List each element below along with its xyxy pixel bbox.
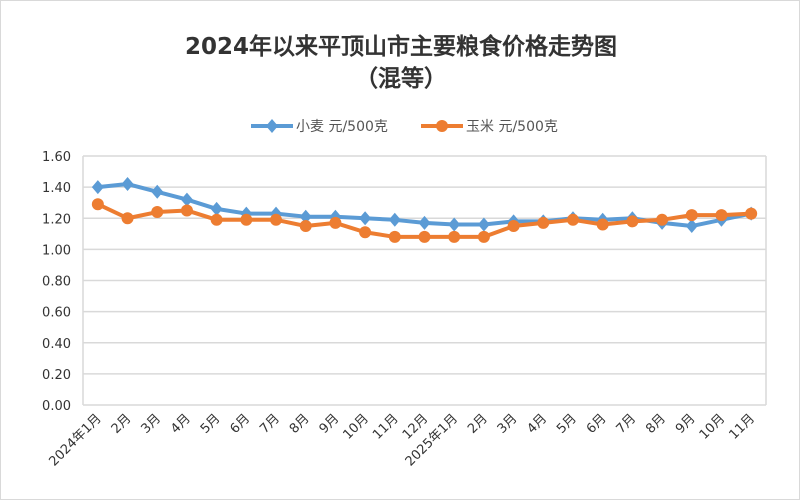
data-point [715, 209, 728, 222]
y-tick-label: 0.80 [42, 275, 71, 290]
x-tick-label: 6月 [584, 411, 610, 437]
x-tick-label: 8月 [287, 411, 313, 437]
y-tick-label: 0.20 [42, 368, 71, 383]
data-point [151, 206, 164, 219]
x-tick-label: 5月 [198, 411, 224, 437]
data-point [566, 213, 579, 226]
x-tick-label: 3月 [138, 411, 164, 437]
x-tick-label: 9月 [673, 411, 699, 437]
data-point [299, 220, 312, 233]
legend-marker [436, 120, 448, 132]
data-point [121, 212, 134, 225]
data-point [91, 198, 104, 211]
data-point [210, 201, 223, 216]
data-point [180, 192, 193, 207]
subtitle-text: （混等） [355, 66, 447, 92]
title-text: 2024年以来平顶山市主要粮食价格走势图 [184, 34, 617, 60]
x-tick-label: 7月 [257, 411, 283, 437]
data-point [448, 230, 461, 243]
x-tick-label: 2024年1月 [46, 411, 104, 469]
data-point [210, 213, 223, 226]
data-point [388, 230, 401, 243]
data-point [418, 230, 431, 243]
data-point [329, 216, 342, 229]
data-point [359, 226, 372, 239]
data-point [656, 213, 669, 226]
x-tick-label: 6月 [227, 411, 253, 437]
chart-title: 2024年以来平顶山市主要粮食价格走势图 （混等） [1, 31, 800, 95]
y-tick-label: 1.20 [42, 212, 71, 227]
x-tick-label: 2月 [109, 411, 135, 437]
data-point [299, 209, 312, 224]
data-point [91, 180, 104, 195]
data-point [388, 212, 401, 227]
x-tick-label: 8月 [643, 411, 669, 437]
data-point [685, 209, 698, 222]
data-point [180, 204, 193, 217]
x-tick-label: 2月 [465, 411, 491, 437]
legend-marker [266, 119, 278, 133]
x-tick-label: 4月 [168, 411, 194, 437]
data-point [121, 177, 134, 192]
y-tick-label: 1.00 [42, 243, 71, 258]
x-tick-label: 10月 [697, 411, 728, 442]
legend-label: 小麦 元/500克 [296, 119, 388, 135]
data-point [626, 215, 639, 228]
x-tick-label: 5月 [554, 411, 580, 437]
data-point [448, 217, 461, 232]
x-tick-label: 11月 [726, 411, 757, 442]
data-point [359, 211, 372, 226]
data-point [537, 216, 550, 229]
x-tick-label: 9月 [317, 411, 343, 437]
y-tick-label: 1.60 [42, 150, 71, 165]
data-point [418, 215, 431, 230]
x-tick-label: 3月 [495, 411, 521, 437]
x-tick-label: 4月 [524, 411, 550, 437]
data-point [685, 219, 698, 234]
data-point [151, 184, 164, 199]
legend-label: 玉米 元/500克 [466, 119, 558, 135]
data-point [745, 207, 758, 220]
data-point [507, 220, 520, 233]
y-tick-label: 1.40 [42, 181, 71, 196]
x-tick-label: 11月 [370, 411, 401, 442]
y-tick-label: 0.60 [42, 306, 71, 321]
data-point [477, 217, 490, 232]
data-point [240, 213, 253, 226]
data-point [477, 230, 490, 243]
x-tick-label: 10月 [340, 411, 371, 442]
data-point [596, 218, 609, 231]
data-point [270, 213, 283, 226]
x-tick-label: 7月 [614, 411, 640, 437]
y-tick-label: 0.40 [42, 337, 71, 352]
y-tick-label: 0.00 [42, 399, 71, 414]
